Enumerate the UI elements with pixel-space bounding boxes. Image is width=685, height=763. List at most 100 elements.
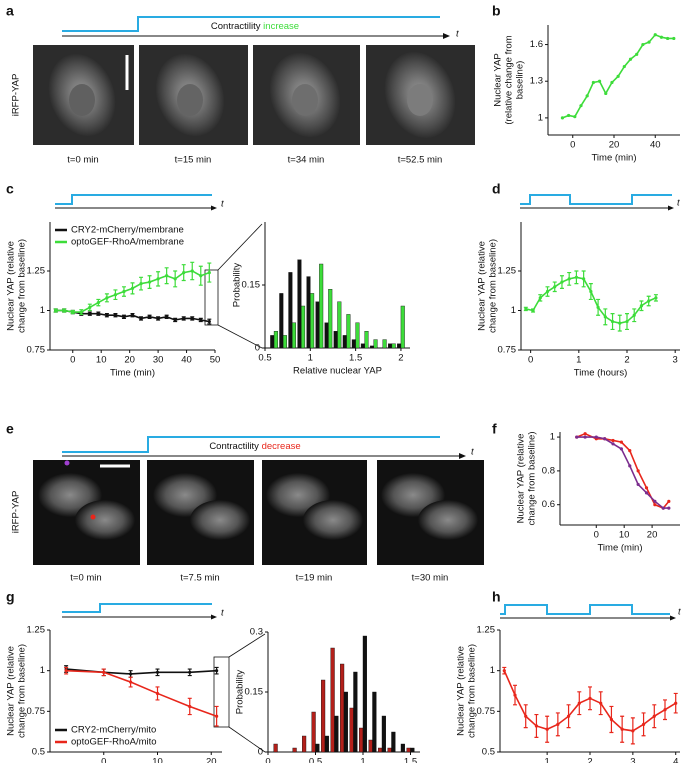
bar <box>387 747 392 753</box>
point <box>583 435 587 439</box>
point <box>628 57 633 61</box>
point <box>113 313 118 317</box>
x-tick-label: 2 <box>624 355 629 366</box>
y-tick-label: 1 <box>40 305 45 316</box>
arrow-head <box>443 33 450 39</box>
point <box>573 115 577 119</box>
microscopy-images <box>33 45 475 145</box>
y-tick-label: 1.25 <box>27 625 46 636</box>
point <box>594 435 598 439</box>
time-label: t=19 min <box>296 573 333 584</box>
time-label: t=0 min <box>70 573 101 584</box>
y-tick-label: 1.25 <box>498 266 517 277</box>
point <box>566 714 571 718</box>
point <box>207 319 211 324</box>
bar <box>270 335 275 349</box>
y-tick-label: 0.5 <box>482 747 495 758</box>
point <box>130 313 135 317</box>
point <box>62 308 66 313</box>
bar <box>391 343 396 349</box>
bar <box>315 301 320 349</box>
x-tick-label: 20 <box>206 757 217 763</box>
bar <box>273 743 278 753</box>
point <box>625 319 629 324</box>
panel-letter: f <box>492 421 497 437</box>
channel-label: iRFP-YAP <box>11 74 22 117</box>
point <box>611 442 615 446</box>
x-tick-label: 1.5 <box>349 353 362 364</box>
bar <box>362 635 367 753</box>
point <box>575 435 579 439</box>
bar <box>368 739 373 753</box>
point <box>616 74 620 78</box>
time-symbol: t <box>677 198 680 209</box>
x-axis-label: Relative nuclear YAP <box>293 366 382 377</box>
bar <box>343 691 348 753</box>
point <box>604 91 608 96</box>
bar <box>400 743 405 753</box>
bar <box>330 647 335 753</box>
stimulus-timeline <box>55 194 212 205</box>
x-tick-label: 1.5 <box>404 757 417 763</box>
point <box>628 464 632 468</box>
bar <box>381 715 386 753</box>
arrow-head <box>211 205 217 211</box>
point <box>666 36 670 41</box>
point <box>603 315 607 319</box>
point <box>632 313 636 317</box>
y-tick-label: 0.5 <box>32 747 45 758</box>
bar <box>315 743 320 753</box>
bar <box>340 663 345 753</box>
point <box>513 693 517 697</box>
line <box>576 432 670 510</box>
bar <box>297 259 302 349</box>
point <box>610 319 615 324</box>
point <box>553 285 557 289</box>
point <box>524 307 528 311</box>
point <box>113 293 118 297</box>
stimulus-timeline <box>500 604 670 615</box>
x-tick-label: 20 <box>647 530 658 541</box>
point <box>644 486 649 490</box>
bar <box>373 339 378 349</box>
x-tick-label: 1 <box>308 353 313 364</box>
point <box>641 42 645 47</box>
bar <box>321 679 326 753</box>
bar <box>388 343 393 349</box>
panel-letter: e <box>6 421 14 437</box>
bar <box>397 343 402 349</box>
x-tick-label: 0 <box>70 355 75 366</box>
y-tick-label: 1 <box>511 305 516 316</box>
legend-label: optoGEF-RhoA/mito <box>71 737 157 748</box>
point <box>653 499 657 503</box>
point <box>567 113 571 118</box>
x-tick-label: 0 <box>570 140 575 151</box>
y-tick-label: 1 <box>40 665 45 676</box>
point <box>609 717 614 722</box>
y-axis-label: Nuclear YAP (relative <box>6 241 17 331</box>
point <box>538 296 542 300</box>
point <box>591 80 595 85</box>
x-tick-label: 40 <box>181 355 192 366</box>
x-tick-label: 30 <box>153 355 164 366</box>
time-label: t=7.5 min <box>180 573 219 584</box>
x-tick-label: 1 <box>544 757 549 763</box>
arrow-head <box>668 205 674 211</box>
arrow-head <box>459 453 466 459</box>
point <box>667 499 671 503</box>
bar <box>319 263 324 349</box>
point <box>207 270 211 275</box>
y-tick-label: 0.15 <box>245 687 264 698</box>
bar <box>346 314 351 349</box>
point <box>653 503 657 507</box>
point <box>585 94 589 98</box>
point <box>88 305 92 309</box>
point <box>641 722 646 726</box>
point <box>639 304 644 308</box>
point <box>674 701 678 705</box>
y-axis-label: Nuclear YAP (relative <box>456 646 467 736</box>
point <box>79 310 83 314</box>
timeline-label: Contractility decrease <box>209 441 300 452</box>
y-axis-label: Probability <box>232 263 243 308</box>
panel-letter: c <box>6 181 14 197</box>
